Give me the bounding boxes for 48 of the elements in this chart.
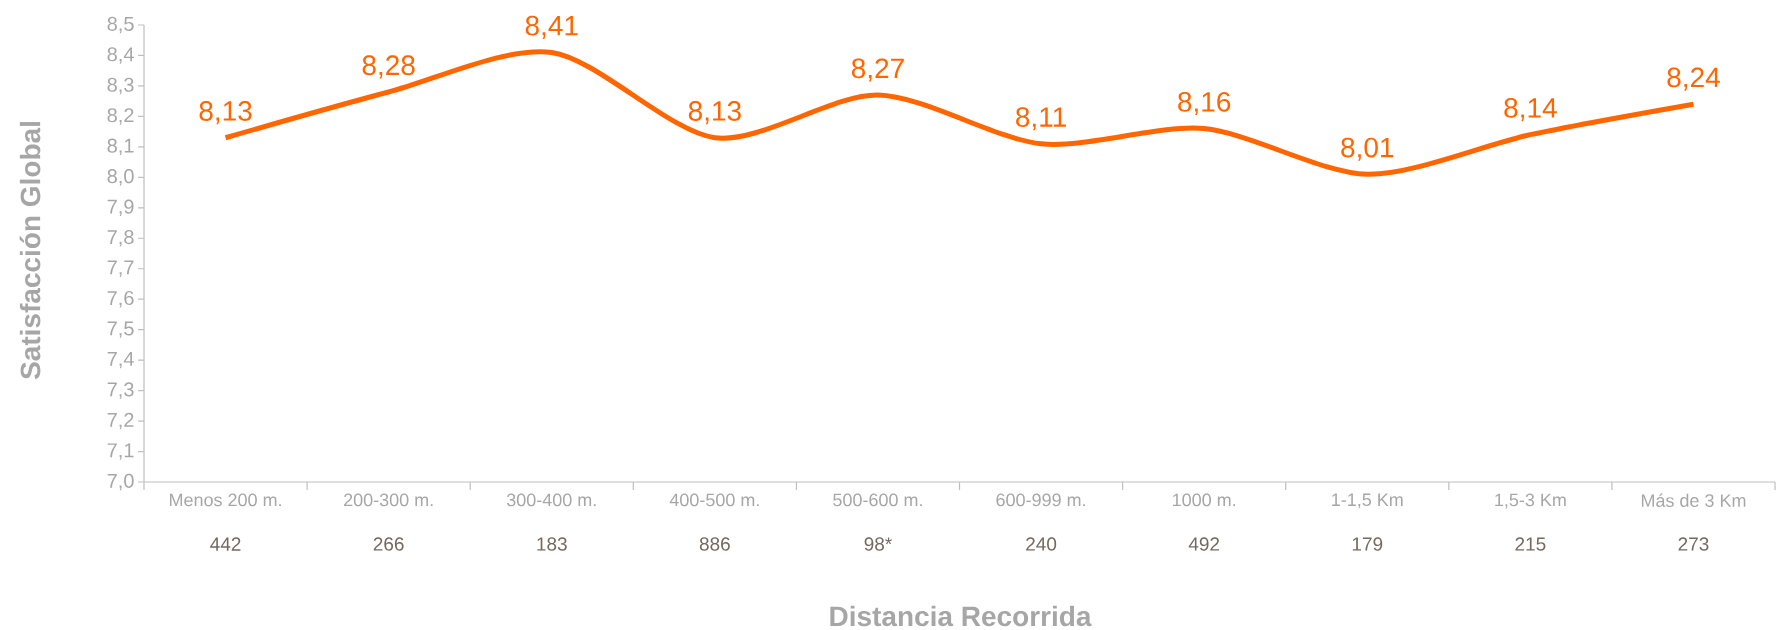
x-tick-label: 1-1,5 Km <box>1332 493 1403 509</box>
text: 179 <box>1352 537 1383 551</box>
data-label: 8,27 <box>851 58 904 82</box>
text: 215 <box>1515 537 1546 551</box>
x-tick-label: 600-999 m. <box>996 493 1085 507</box>
y-tick-label: 8,0 <box>107 169 134 186</box>
text: 98* <box>864 537 892 551</box>
text: 266 <box>373 537 404 551</box>
y-axis-title: Satisfacción Global <box>19 122 41 380</box>
x-tick-label: 1,5-3 Km <box>1495 493 1566 509</box>
y-tick-label: 8,5 <box>107 16 134 34</box>
y-tick-label: 7,5 <box>107 321 134 338</box>
y-tick-label: 8,4 <box>107 47 134 64</box>
x-tick-label: 300-400 m. <box>506 493 596 507</box>
y-tick-label: 7,4 <box>107 351 134 369</box>
text: 492 <box>1188 537 1220 551</box>
y-tick-label: 7,3 <box>107 382 134 399</box>
y-tick-label: 7,1 <box>107 443 134 460</box>
data-label: 8,14 <box>1504 98 1557 122</box>
y-tick-label: 7,8 <box>107 230 134 247</box>
y-tick-label: 8,2 <box>107 108 134 125</box>
data-label: 8,24 <box>1667 67 1720 91</box>
x-tick-label: Más de 3 Km <box>1641 493 1746 507</box>
y-tick-label: 8,1 <box>107 138 134 156</box>
data-label: 8,28 <box>362 55 415 79</box>
data-label: 8,16 <box>1178 91 1231 116</box>
data-label: 8,11 <box>1016 107 1066 131</box>
y-tick-label: 8,3 <box>107 77 134 95</box>
data-label: 8,01 <box>1341 137 1394 161</box>
y-tick-label: 7,6 <box>107 290 134 308</box>
x-axis-title: Distancia Recorrida <box>830 605 1092 627</box>
y-tick-label: 7,0 <box>107 473 134 491</box>
text: 442 <box>210 537 241 551</box>
x-tick-label: 400-500 m. <box>669 493 759 507</box>
x-tick-label: 200-300 m. <box>344 493 433 507</box>
text: 273 <box>1678 537 1709 551</box>
data-label: 8,41 <box>525 15 578 39</box>
data-label: 8,13 <box>688 101 741 125</box>
text: 886 <box>699 537 730 551</box>
data-label: 8,13 <box>199 101 252 125</box>
y-tick-label: 7,2 <box>107 412 134 430</box>
text: 240 <box>1026 537 1057 551</box>
x-tick-label: 1000 m. <box>1173 493 1236 507</box>
y-tick-label: 7,7 <box>107 260 134 277</box>
text: 183 <box>537 537 567 551</box>
x-tick-label: 500-600 m. <box>833 493 922 507</box>
y-tick-label: 7,9 <box>107 199 134 217</box>
x-tick-label: Menos 200 m. <box>170 493 281 507</box>
